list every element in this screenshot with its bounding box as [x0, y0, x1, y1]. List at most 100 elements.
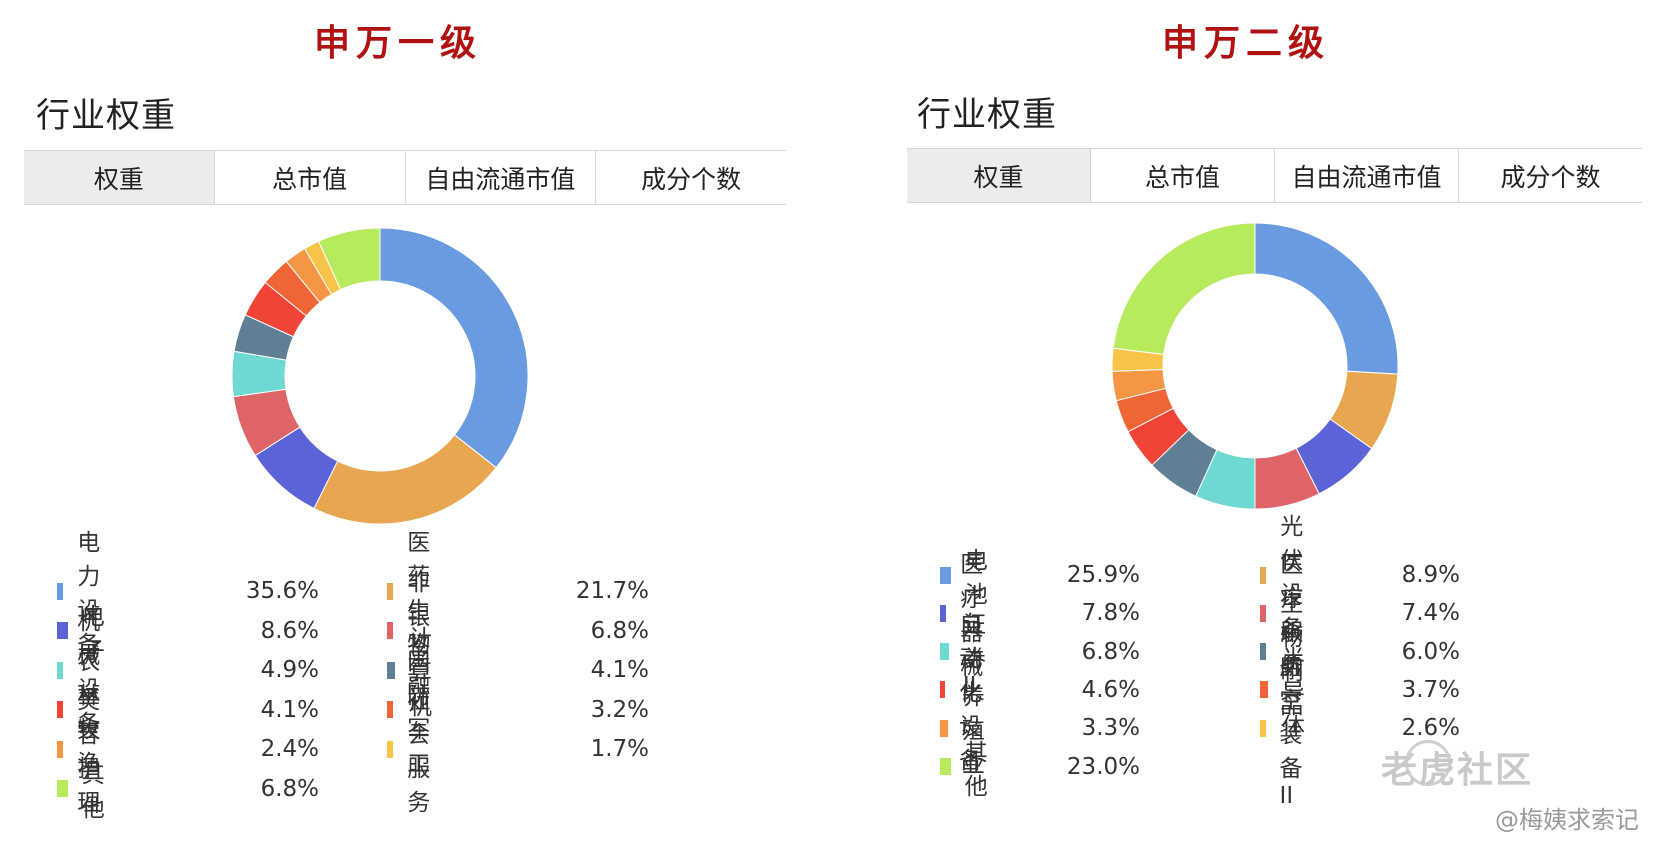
legend-value: 4.9% [260, 657, 319, 683]
section-title: 行业权重 [36, 96, 176, 136]
legend-item[interactable]: 国防军工 [387, 649, 441, 777]
legend-item[interactable]: 电池 [940, 548, 994, 608]
legend-swatch-icon [1260, 643, 1267, 661]
legend-label: 其他 [81, 761, 105, 822]
legend-label: 计算机 [408, 626, 432, 720]
legend-value: 1.7% [590, 736, 649, 762]
legend-item[interactable]: 其他 [57, 762, 111, 822]
level-title: 申万二级 [1161, 22, 1330, 64]
legend-label: 农林牧渔 [77, 648, 101, 777]
legend-label: 电池 [964, 548, 988, 608]
legend-label: 机械设备 [77, 609, 101, 737]
legend-label: 美容护理 [77, 688, 101, 816]
legend-label: 航空装备II [1279, 654, 1303, 810]
legend-item[interactable]: 航空装备II [1260, 654, 1314, 809]
tab-total-market-cap[interactable]: 总市值 [1090, 149, 1274, 202]
legend-swatch-icon [940, 604, 947, 622]
legend-item[interactable]: 光伏设备 [1260, 514, 1314, 642]
tab-weight[interactable]: 权重 [24, 151, 214, 204]
legend-item[interactable]: 生物制品 [1260, 591, 1314, 719]
metric-tabs: 权重 总市值 自由流通市值 成分个数 [24, 150, 786, 205]
legend-swatch-icon [1260, 681, 1268, 699]
legend-swatch-icon [1260, 719, 1266, 737]
tab-constituent-count[interactable]: 成分个数 [1458, 149, 1642, 202]
legend-value: 35.6% [245, 578, 319, 604]
legend-item[interactable]: 非银金融 [387, 570, 441, 698]
legend-label: 医疗服务 [1280, 552, 1304, 681]
donut-slice-0[interactable] [1254, 222, 1399, 375]
legend-swatch-icon [940, 758, 951, 775]
legend-item[interactable]: 证券II [940, 612, 994, 699]
legend-item[interactable]: 电子 [57, 604, 111, 664]
legend-value: 3.3% [1081, 715, 1140, 742]
donut-slice-10[interactable] [317, 227, 381, 291]
legend-item[interactable]: 其他 [940, 740, 994, 800]
legend-swatch-icon [940, 643, 949, 661]
legend-item[interactable]: 农林牧渔 [57, 649, 111, 777]
legend-label: 医药生物 [407, 530, 431, 658]
watermark-credit: @梅姨求索记 [1495, 806, 1639, 834]
legend-value: 3.2% [590, 696, 649, 723]
legend-item[interactable]: 医疗器械 [940, 552, 994, 680]
legend-item[interactable]: 社会服务 [387, 688, 441, 816]
legend-value: 25.9% [1066, 562, 1140, 588]
tab-weight[interactable]: 权重 [907, 149, 1090, 202]
legend-swatch-icon [1260, 604, 1267, 622]
metric-tabs: 权重 总市值 自由流通市值 成分个数 [907, 148, 1642, 203]
legend-value: 4.1% [590, 657, 649, 683]
donut-slice-0[interactable] [379, 227, 529, 469]
level-title: 申万一级 [313, 22, 482, 64]
tab-total-market-cap[interactable]: 总市值 [213, 151, 405, 204]
legend-label: 半导体 [1281, 645, 1305, 740]
legend-value: 2.4% [260, 736, 319, 762]
legend-item[interactable]: 自动化设备 [940, 612, 994, 774]
tab-free-float-market-cap[interactable]: 自由流通市值 [1274, 149, 1458, 202]
legend-swatch-icon [387, 740, 394, 758]
legend-item[interactable]: 机械设备 [57, 609, 111, 737]
legend-item[interactable]: 养殖业 [940, 684, 994, 778]
donut-slice-10[interactable] [1112, 222, 1256, 356]
legend-swatch-icon [57, 661, 64, 679]
legend-swatch-icon [57, 780, 68, 797]
legend-value: 23.0% [1066, 753, 1140, 780]
tab-free-float-market-cap[interactable]: 自由流通市值 [404, 151, 596, 204]
legend-value: 6.0% [1401, 638, 1460, 665]
legend-value: 4.6% [1081, 676, 1140, 703]
donut-chart-level2 [1111, 222, 1399, 510]
legend-value: 4.1% [260, 696, 319, 723]
legend-swatch-icon [940, 681, 946, 699]
legend-swatch-icon [387, 582, 394, 600]
legend-label: 社会服务 [407, 688, 431, 816]
legend-label: 非银金融 [407, 569, 431, 698]
donut-slice-1[interactable] [313, 434, 497, 525]
section-title: 行业权重 [917, 95, 1057, 135]
legend-swatch-icon [940, 566, 951, 584]
legend-swatch-icon [57, 582, 64, 600]
legend-label: 电力设备 [77, 530, 101, 658]
donut-chart-level1 [231, 227, 529, 525]
legend-item[interactable]: 电力设备 [57, 530, 111, 658]
legend-item[interactable]: 计算机 [387, 626, 441, 720]
legend-label: 证券II [962, 611, 986, 699]
legend-label: 其他 [964, 739, 988, 800]
legend-swatch-icon [387, 661, 395, 679]
legend-item[interactable]: 医药生物 [387, 530, 441, 658]
legend-swatch-icon [387, 622, 394, 639]
legend-label: 养殖业 [961, 684, 985, 779]
legend-label: 国防军工 [407, 648, 431, 777]
legend-item[interactable]: 医疗服务 [1260, 552, 1314, 680]
tab-constituent-count[interactable]: 成分个数 [595, 151, 786, 204]
legend-value: 8.6% [260, 617, 319, 644]
watermark-logo: 老虎社区 [1380, 750, 1533, 791]
legend-item[interactable]: 半导体 [1260, 646, 1314, 740]
legend-value: 6.8% [260, 775, 319, 802]
legend-swatch-icon [57, 740, 64, 758]
legend-label: 光伏设备 [1280, 514, 1304, 642]
legend-label: 电子 [81, 603, 105, 664]
legend-value: 7.4% [1401, 600, 1460, 627]
legend-value: 6.8% [1081, 638, 1140, 665]
legend-item[interactable]: 美容护理 [57, 688, 111, 816]
legend-label: 自动化设备 [959, 611, 983, 774]
legend-swatch-icon [387, 701, 394, 718]
legend-value: 3.7% [1401, 676, 1460, 703]
